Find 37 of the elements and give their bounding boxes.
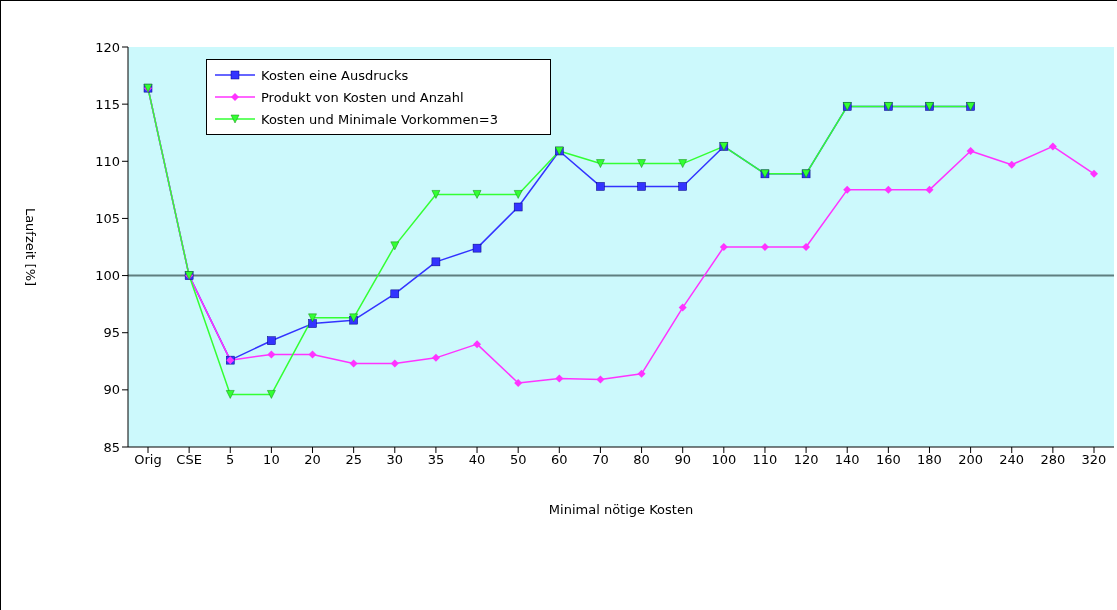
x-tick-label: 5 — [226, 452, 235, 468]
x-tick-label: 70 — [592, 452, 609, 468]
x-tick-label: 280 — [1040, 452, 1066, 468]
x-tick-label: 40 — [468, 452, 486, 468]
y-tick-label: 85 — [103, 439, 120, 455]
y-tick-label: 105 — [95, 211, 120, 227]
legend-label: Produkt von Kosten und Anzahl — [261, 89, 464, 105]
x-tick-label: 50 — [509, 452, 527, 468]
x-tick-label: 60 — [551, 452, 568, 468]
x-tick-label: 140 — [834, 452, 860, 468]
legend-label: Kosten eine Ausdrucks — [261, 67, 409, 83]
x-tick-label: 180 — [917, 452, 942, 468]
x-tick-label: 25 — [345, 452, 362, 468]
x-tick-label: 80 — [633, 452, 650, 468]
legend-label: Kosten und Minimale Vorkommen=3 — [261, 111, 498, 127]
x-tick-label: 110 — [752, 452, 778, 468]
y-tick-label: 100 — [95, 268, 120, 284]
x-tick-label: 160 — [875, 452, 901, 468]
x-axis-title: Minimal nötige Kosten — [548, 502, 694, 517]
x-tick-label: 120 — [793, 452, 819, 468]
y-tick-label: 90 — [103, 382, 120, 398]
x-tick-label: Orig — [134, 452, 162, 468]
x-tick-label: CSE — [176, 452, 202, 468]
x-tick-label: 35 — [427, 452, 445, 468]
y-tick-label: 120 — [95, 39, 120, 55]
x-tick-label: 200 — [958, 452, 984, 468]
x-tick-label: 320 — [1081, 452, 1107, 468]
y-tick-label: 115 — [95, 96, 120, 112]
x-tick-label: 100 — [711, 452, 737, 468]
x-tick-label: 20 — [304, 452, 321, 468]
y-tick-label: 95 — [103, 325, 120, 341]
y-tick-label: 110 — [95, 153, 120, 169]
x-tick-label: 10 — [263, 452, 280, 468]
y-axis-title: Laufzeit [%] — [23, 207, 39, 287]
x-tick-label: 240 — [999, 452, 1025, 468]
x-tick-label: 90 — [674, 452, 691, 468]
x-tick-label: 30 — [386, 452, 404, 468]
